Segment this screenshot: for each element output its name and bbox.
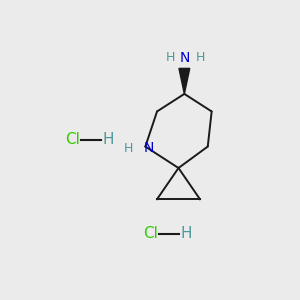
Text: Cl: Cl (64, 132, 80, 147)
Text: N: N (180, 51, 190, 65)
Text: H: H (124, 142, 134, 154)
Text: H: H (165, 51, 175, 64)
Text: H: H (103, 132, 114, 147)
Text: Cl: Cl (142, 226, 158, 242)
Text: H: H (196, 51, 205, 64)
Polygon shape (179, 68, 190, 94)
Text: H: H (181, 226, 192, 242)
Text: N: N (143, 141, 154, 155)
